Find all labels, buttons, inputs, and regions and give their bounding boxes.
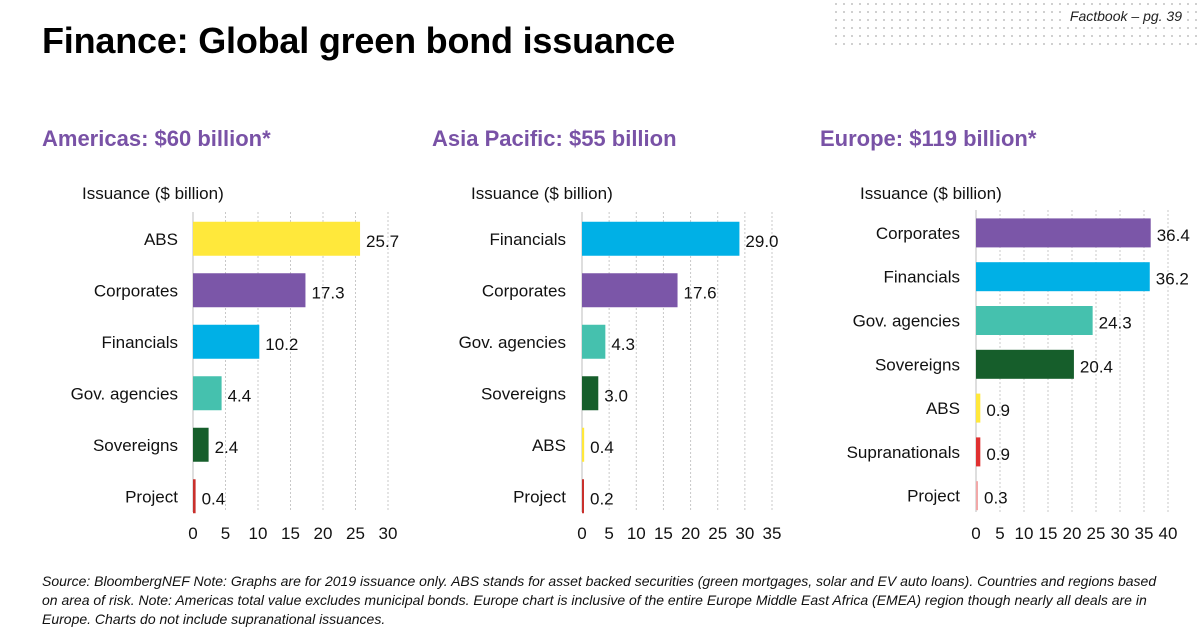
data-label: 29.0 xyxy=(745,232,778,251)
europe-bar-corporates xyxy=(976,218,1151,248)
category-label: Project xyxy=(907,487,960,506)
category-label: Financials xyxy=(489,230,566,249)
category-label: Financials xyxy=(883,268,960,287)
x-tick-label: 10 xyxy=(627,524,646,543)
americas-bar-gov-agencies xyxy=(193,376,222,411)
x-tick-label: 0 xyxy=(577,524,586,543)
americas-bar-sovereigns xyxy=(193,427,209,462)
x-tick-label: 25 xyxy=(1087,524,1106,543)
category-label: Project xyxy=(513,487,566,506)
americas-bar-project xyxy=(193,479,196,514)
americas-bar-chart: 0 5 10 15 20 25 30 Issuance ($ billion) ABS 25.7 C… xyxy=(71,184,400,543)
x-tick-label: 0 xyxy=(971,524,980,543)
source-footnote: Source: BloombergNEF Note: Graphs are fo… xyxy=(42,573,1157,627)
x-tick-label: 20 xyxy=(314,524,333,543)
data-label: 36.4 xyxy=(1157,226,1190,245)
europe-bar-project xyxy=(976,481,978,511)
data-label: 24.3 xyxy=(1099,314,1132,333)
category-label: Corporates xyxy=(876,224,960,243)
category-label: Project xyxy=(125,487,178,506)
americas-bar-financials xyxy=(193,324,260,359)
category-label: ABS xyxy=(144,230,178,249)
x-tick-label: 25 xyxy=(708,524,727,543)
x-tick-label: 30 xyxy=(379,524,398,543)
europe-bar-gov-agencies xyxy=(976,306,1093,335)
asia-pacific-chart-title: Asia Pacific: $55 billion xyxy=(432,126,677,151)
page-reference: Factbook – pg. 39 xyxy=(1065,8,1186,24)
x-tick-label: 35 xyxy=(1135,524,1154,543)
x-tick-label: 15 xyxy=(654,524,673,543)
x-tick-label: 20 xyxy=(1063,524,1082,543)
x-tick-label: 5 xyxy=(604,524,613,543)
category-label: ABS xyxy=(532,436,566,455)
data-label: 25.7 xyxy=(366,232,399,251)
europe-bar-financials xyxy=(976,262,1150,292)
asia-pacific-bar-abs xyxy=(582,427,585,462)
x-tick-label: 5 xyxy=(221,524,230,543)
americas-chart-title: Americas: $60 billion* xyxy=(42,126,271,151)
x-tick-label: 10 xyxy=(249,524,268,543)
page-title: Finance: Global green bond issuance xyxy=(42,20,676,61)
data-label: 0.9 xyxy=(986,401,1010,420)
data-label: 17.6 xyxy=(684,283,717,302)
axis-label: Issuance ($ billion) xyxy=(82,184,224,203)
category-label: Corporates xyxy=(94,281,178,300)
axis-label: Issuance ($ billion) xyxy=(860,184,1002,203)
data-label: 0.2 xyxy=(590,489,614,508)
x-tick-label: 0 xyxy=(188,524,197,543)
europe-bar-supranationals xyxy=(976,437,981,467)
asia-pacific-bar-gov-agencies xyxy=(582,324,606,359)
category-label: Corporates xyxy=(482,281,566,300)
data-label: 4.4 xyxy=(228,386,252,405)
category-label: Sovereigns xyxy=(875,355,960,374)
x-tick-label: 15 xyxy=(281,524,300,543)
data-label: 0.9 xyxy=(986,445,1010,464)
data-label: 0.4 xyxy=(202,489,226,508)
data-label: 4.3 xyxy=(611,335,635,354)
category-label: Sovereigns xyxy=(481,384,566,403)
category-label: Gov. agencies xyxy=(459,333,566,352)
data-label: 3.0 xyxy=(604,386,628,405)
europe-bar-abs xyxy=(976,393,981,423)
asia-pacific-bar-financials xyxy=(582,221,740,256)
x-tick-label: 15 xyxy=(1039,524,1058,543)
europe-bar-chart: 0 5 10 15 20 25 30 35 40 Issuance ($ billion) Corp… xyxy=(847,184,1190,543)
category-label: Financials xyxy=(101,333,178,352)
asia-pacific-bar-chart: 0 5 10 15 20 25 30 35 Issuance ($ billion) Financ… xyxy=(459,184,782,543)
x-tick-label: 20 xyxy=(681,524,700,543)
category-label: Supranationals xyxy=(847,443,960,462)
europe-bar-sovereigns xyxy=(976,349,1074,379)
x-tick-label: 30 xyxy=(735,524,754,543)
x-tick-label: 5 xyxy=(995,524,1004,543)
x-tick-label: 10 xyxy=(1015,524,1034,543)
category-label: Gov. agencies xyxy=(71,384,178,403)
data-label: 20.4 xyxy=(1080,357,1113,376)
data-label: 10.2 xyxy=(265,335,298,354)
data-label: 17.3 xyxy=(311,283,344,302)
asia-pacific-bar-sovereigns xyxy=(582,376,599,411)
americas-bar-abs xyxy=(193,221,361,256)
data-label: 0.4 xyxy=(590,438,614,457)
americas-bar-corporates xyxy=(193,273,306,308)
asia-pacific-bar-project xyxy=(582,479,584,514)
x-tick-label: 25 xyxy=(346,524,365,543)
category-label: ABS xyxy=(926,399,960,418)
data-label: 36.2 xyxy=(1156,270,1189,289)
data-label: 2.4 xyxy=(215,438,239,457)
x-tick-label: 35 xyxy=(763,524,782,543)
data-label: 0.3 xyxy=(984,489,1008,508)
europe-chart-title: Europe: $119 billion* xyxy=(820,126,1037,151)
axis-label: Issuance ($ billion) xyxy=(471,184,613,203)
x-tick-label: 40 xyxy=(1159,524,1178,543)
category-label: Gov. agencies xyxy=(853,312,960,331)
category-label: Sovereigns xyxy=(93,436,178,455)
x-tick-label: 30 xyxy=(1111,524,1130,543)
asia-pacific-bar-corporates xyxy=(582,273,678,308)
